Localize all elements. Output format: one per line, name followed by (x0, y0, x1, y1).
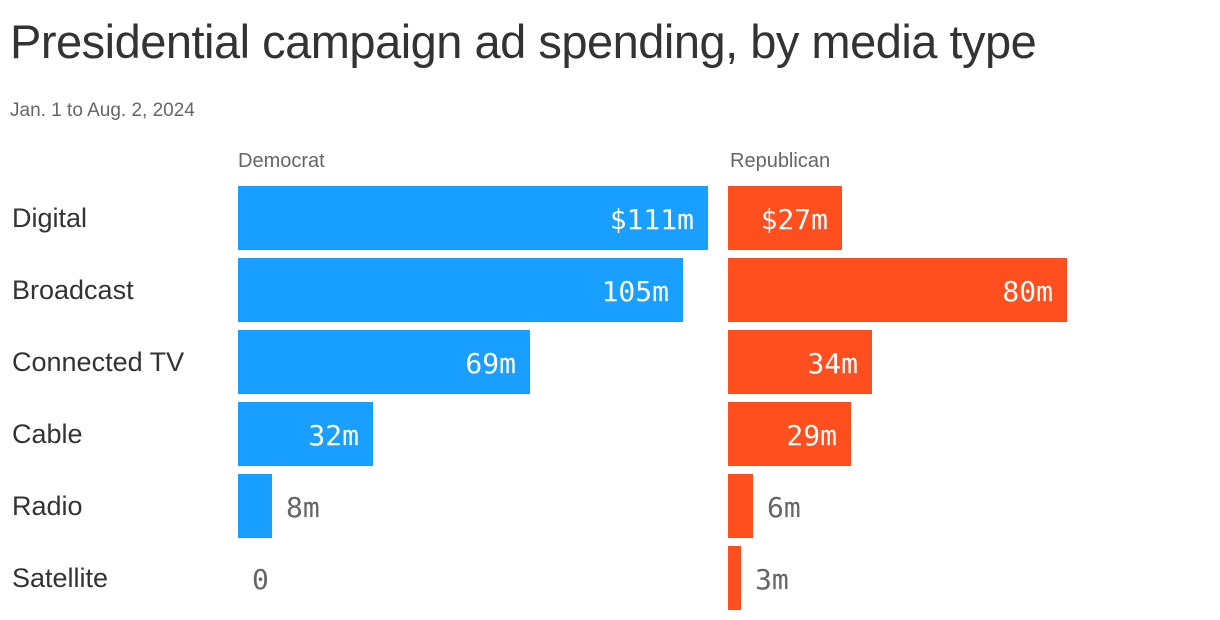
bar-republican-cable (728, 402, 851, 466)
bar-democrat-radio (238, 474, 272, 538)
value-label-democrat-radio: 8m (286, 491, 320, 524)
value-label-republican-digital: $27m (760, 203, 828, 236)
bar-republican-connected-tv (728, 330, 872, 394)
value-label-republican-broadcast: 80m (1002, 275, 1053, 308)
bar-republican-radio (728, 474, 753, 538)
chart-title: Presidential campaign ad spending, by me… (10, 15, 1037, 68)
value-label-democrat-satellite: 0 (252, 563, 269, 596)
category-label-radio: Radio (12, 490, 83, 521)
bar-republican-digital (728, 186, 842, 250)
chart-subtitle: Jan. 1 to Aug. 2, 2024 (10, 100, 195, 121)
value-label-democrat-cable: 32m (308, 419, 359, 452)
category-label-broadcast: Broadcast (12, 274, 134, 305)
category-label-connected-tv: Connected TV (12, 346, 185, 377)
value-label-republican-connected-tv: 34m (807, 347, 858, 380)
category-label-satellite: Satellite (12, 562, 109, 593)
series-header-republican: Republican (730, 150, 831, 172)
category-label-digital: Digital (12, 202, 88, 233)
bar-democrat-connected-tv (238, 330, 530, 394)
series-header-democrat: Democrat (238, 150, 325, 172)
bar-republican-broadcast (728, 258, 1067, 322)
value-label-republican-cable: 29m (786, 419, 837, 452)
value-label-republican-radio: 6m (767, 491, 801, 524)
bar-democrat-broadcast (238, 258, 683, 322)
bar-democrat-cable (238, 402, 373, 466)
category-label-cable: Cable (12, 418, 83, 449)
value-label-democrat-connected-tv: 69m (465, 347, 516, 380)
bar-republican-satellite (728, 546, 741, 610)
bar-democrat-digital (238, 186, 708, 250)
value-label-democrat-digital: $111m (609, 203, 694, 236)
value-label-democrat-broadcast: 105m (601, 275, 669, 308)
value-label-republican-satellite: 3m (755, 563, 789, 596)
